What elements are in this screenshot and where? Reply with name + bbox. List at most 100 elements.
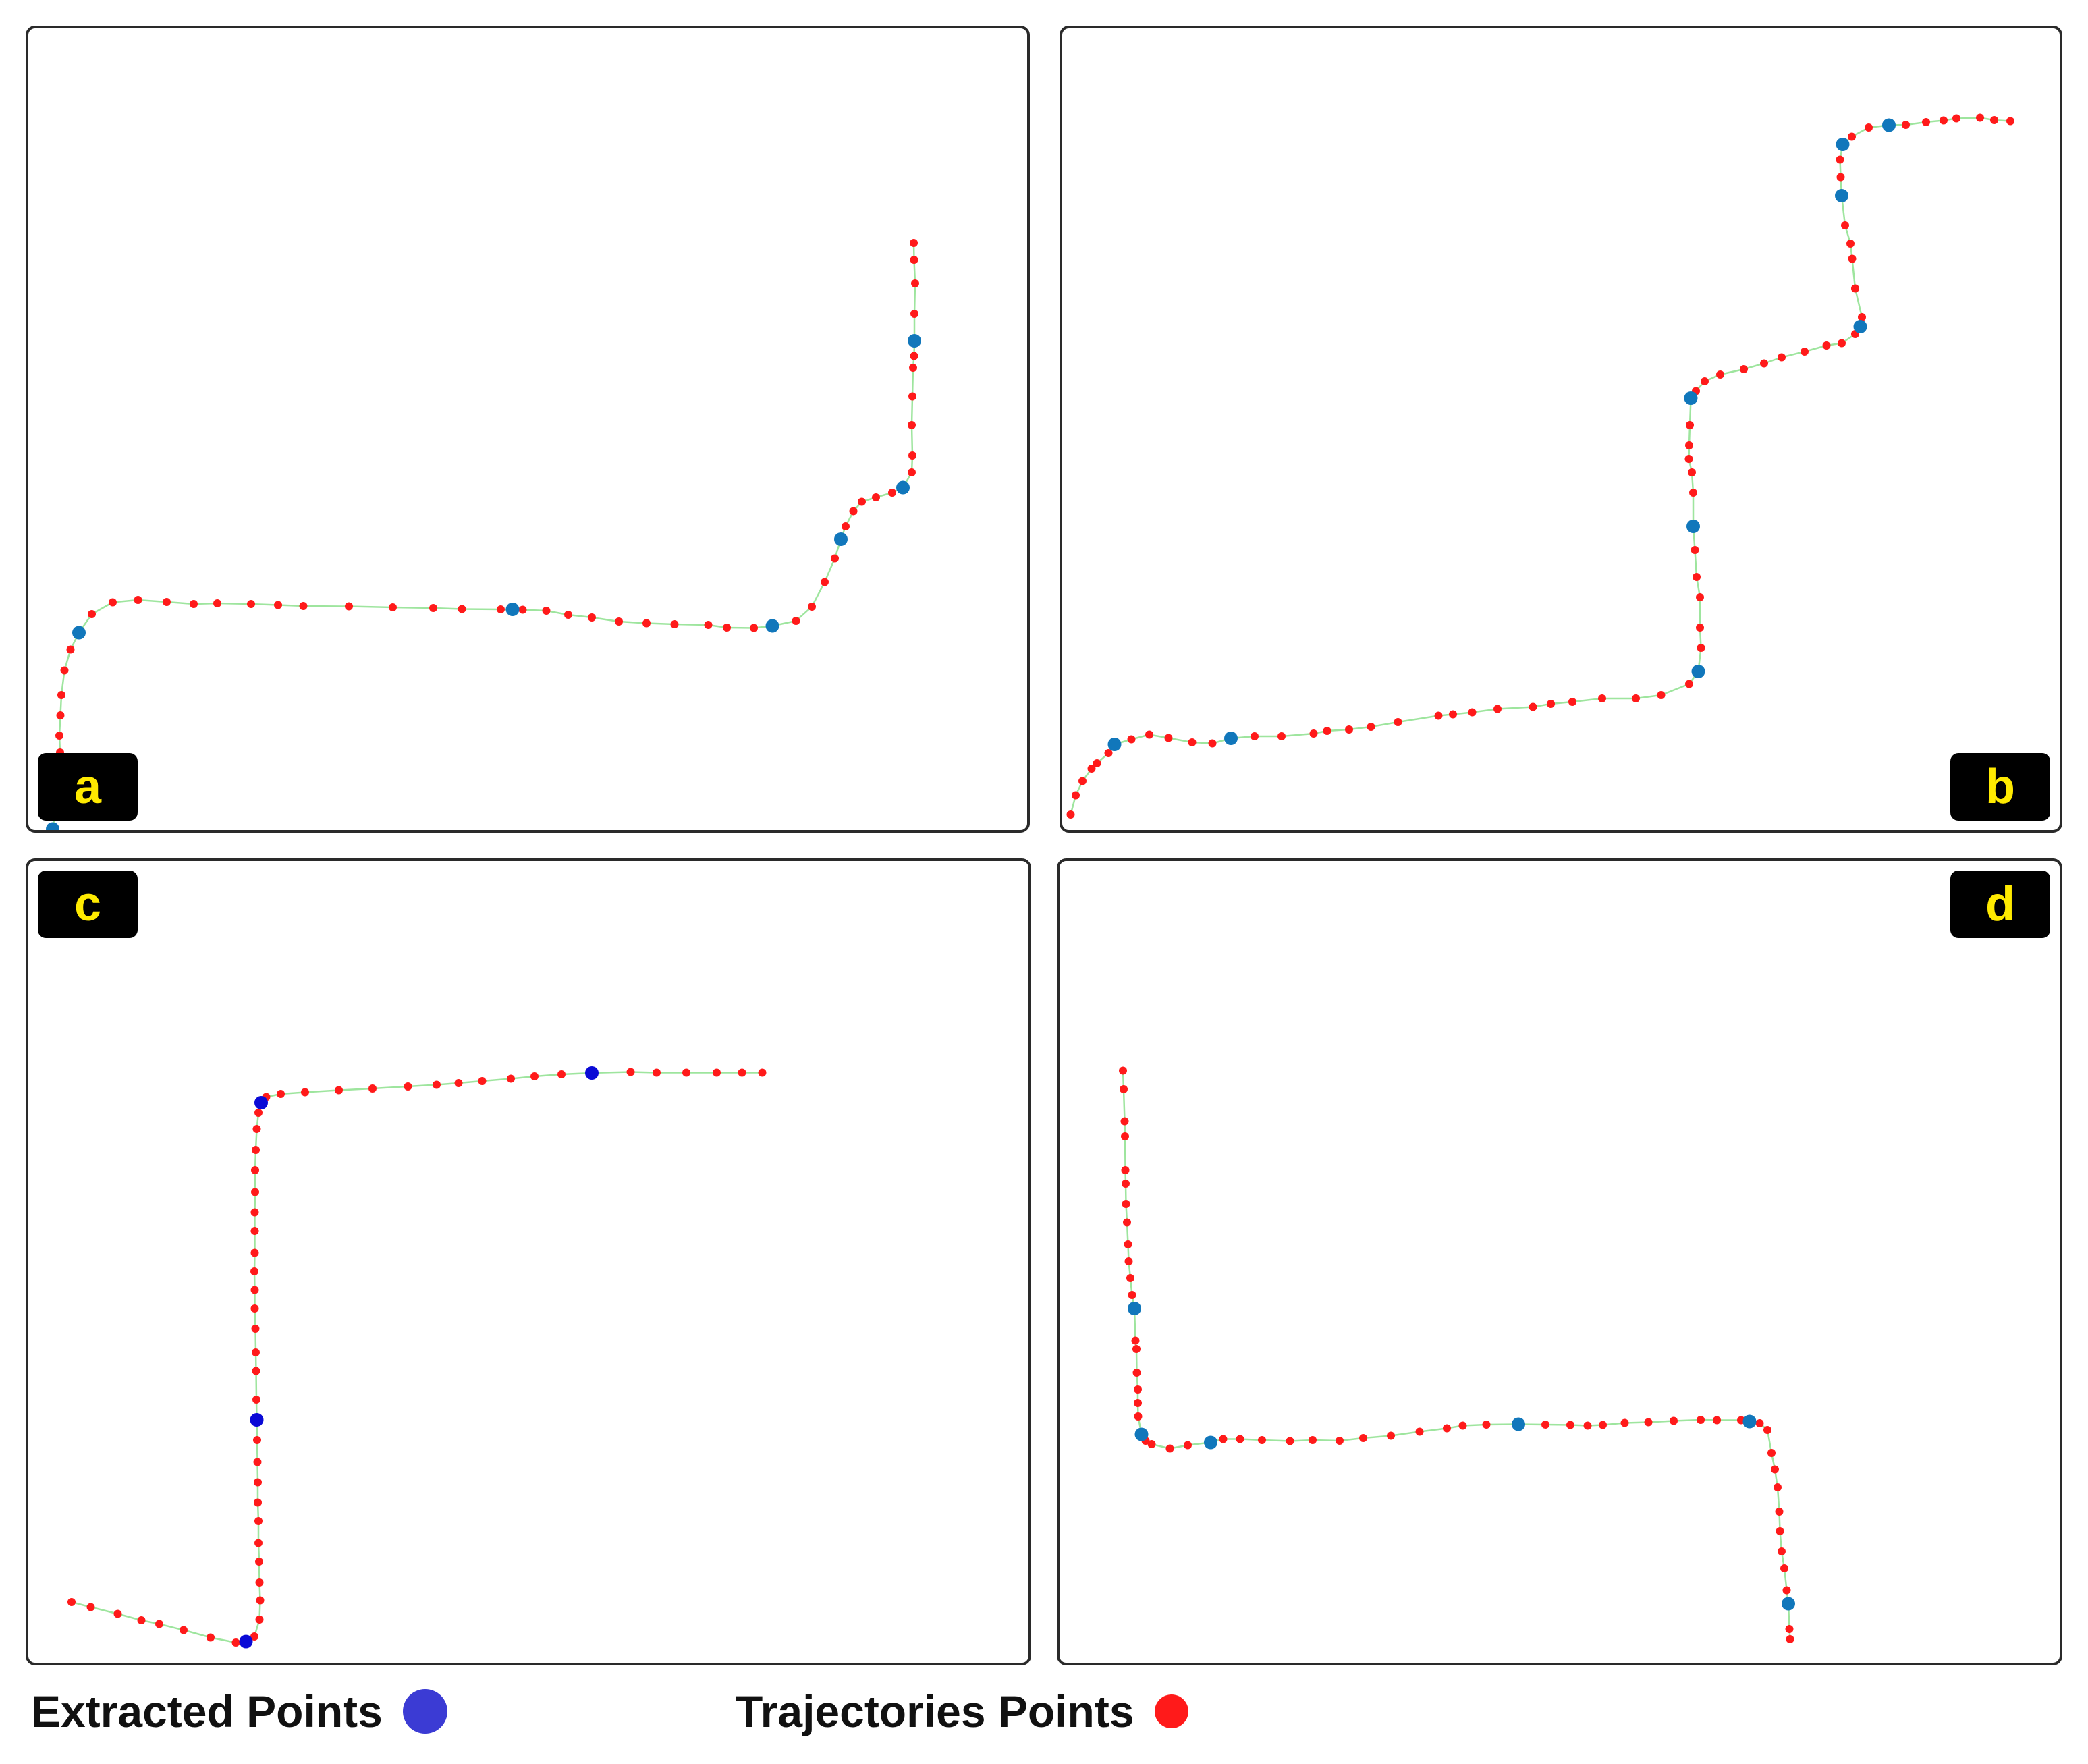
panel-label-d: d: [1950, 871, 2050, 938]
trajectory-point-a-49: [908, 451, 916, 460]
trajectory-point-c-34: [252, 1125, 261, 1133]
extracted-point-b-7: [1836, 138, 1850, 151]
trajectory-point-b-11: [1208, 739, 1217, 748]
trajectory-point-d-8: [1124, 1240, 1132, 1248]
trajectory-point-c-9: [250, 1632, 258, 1641]
extracted-point-c-1: [250, 1413, 264, 1427]
extracted-point-c-3: [585, 1066, 599, 1080]
extracted-point-d-1: [1134, 1427, 1149, 1441]
trajectory-point-d-32: [1387, 1431, 1395, 1440]
trajectory-point-b-58: [1846, 240, 1855, 248]
trajectory-point-a-9: [60, 666, 69, 675]
trajectory-point-b-16: [1323, 727, 1331, 735]
trajectory-point-b-39: [1688, 468, 1696, 476]
trajectory-point-b-47: [1740, 365, 1748, 373]
trajectory-point-a-31: [642, 619, 651, 628]
trajectory-point-b-2: [1078, 777, 1087, 785]
extracted-point-b-5: [1853, 320, 1867, 333]
trajectory-point-c-14: [254, 1539, 263, 1547]
trajectory-point-c-24: [251, 1325, 260, 1333]
trajectory-point-a-28: [564, 611, 572, 619]
trajectory-point-b-19: [1394, 718, 1402, 726]
trajectory-point-b-8: [1145, 730, 1153, 739]
trajectory-point-c-21: [252, 1396, 260, 1404]
legend-trajectory-label: Trajectories Points: [736, 1686, 1134, 1736]
trajectory-point-d-25: [1219, 1435, 1228, 1443]
trajectory-point-c-5: [180, 1626, 188, 1634]
trajectory-point-d-7: [1123, 1218, 1131, 1227]
trajectory-point-c-50: [626, 1068, 635, 1076]
trajectory-point-b-25: [1547, 700, 1555, 708]
trajectory-point-c-38: [277, 1090, 285, 1098]
trajectory-point-c-3: [137, 1616, 146, 1624]
trajectory-point-b-13: [1251, 732, 1259, 740]
trajectory-point-a-56: [911, 279, 919, 287]
trajectory-point-c-32: [251, 1166, 259, 1174]
trajectory-point-a-25: [497, 605, 505, 613]
trajectory-point-d-21: [1147, 1440, 1156, 1448]
trajectory-point-c-29: [250, 1227, 259, 1235]
trajectory-point-d-57: [1780, 1564, 1788, 1572]
trajectory-point-a-14: [134, 596, 142, 604]
trajectory-panel-d: d: [1057, 858, 2062, 1665]
trajectory-point-c-55: [758, 1068, 767, 1077]
trajectory-point-a-46: [888, 489, 896, 497]
trajectory-point-b-68: [1922, 118, 1930, 126]
trajectory-point-b-3: [1087, 765, 1096, 773]
trajectory-point-d-14: [1132, 1345, 1141, 1353]
trajectory-point-d-27: [1258, 1436, 1266, 1444]
trajectory-point-d-5: [1122, 1180, 1130, 1188]
trajectory-point-c-30: [250, 1208, 259, 1217]
trajectory-point-a-7: [56, 711, 65, 719]
trajectory-point-c-41: [368, 1084, 377, 1093]
trajectory-point-c-28: [250, 1248, 259, 1257]
trajectory-point-b-70: [1952, 114, 1960, 123]
trajectory-point-a-13: [109, 598, 117, 607]
trajectory-point-b-51: [1822, 341, 1831, 350]
trajectory-point-d-9: [1124, 1257, 1133, 1265]
trajectory-point-b-18: [1367, 723, 1375, 731]
trajectory-point-c-11: [256, 1596, 265, 1605]
extracted-point-d-3: [1512, 1417, 1525, 1431]
trajectory-point-c-52: [682, 1068, 690, 1077]
extracted-point-a-3: [765, 619, 779, 633]
trajectory-point-c-7: [231, 1638, 240, 1647]
trajectory-point-b-33: [1696, 624, 1704, 632]
trajectory-point-a-29: [588, 613, 596, 622]
trajectory-point-b-28: [1632, 694, 1640, 702]
extracted-point-a-2: [505, 603, 520, 616]
trajectory-point-b-4: [1093, 759, 1101, 767]
trajectory-point-b-57: [1848, 254, 1857, 263]
trajectory-point-b-56: [1851, 284, 1859, 293]
trajectory-point-a-8: [57, 691, 65, 699]
trajectory-point-a-58: [910, 239, 918, 247]
extracted-point-b-1: [1224, 732, 1238, 745]
trajectory-point-b-26: [1568, 698, 1576, 706]
trajectory-point-b-59: [1841, 221, 1849, 229]
trajectory-point-b-29: [1657, 691, 1666, 699]
trajectory-point-c-46: [507, 1074, 515, 1083]
trajectory-point-d-18: [1134, 1412, 1143, 1421]
trajectory-point-a-15: [163, 598, 171, 606]
trajectory-point-a-10: [66, 645, 75, 654]
trajectory-point-a-51: [908, 392, 916, 401]
trajectory-panel-b: b: [1060, 26, 2062, 833]
trajectory-point-a-20: [299, 602, 308, 610]
trajectory-point-b-9: [1164, 734, 1173, 742]
trajectory-point-c-10: [255, 1616, 264, 1624]
trajectory-point-b-64: [1848, 132, 1856, 141]
trajectory-point-c-43: [433, 1080, 441, 1089]
trajectory-point-a-55: [910, 310, 918, 318]
extracted-point-a-6: [908, 334, 921, 348]
extracted-point-b-6: [1835, 189, 1848, 202]
trajectory-point-d-35: [1458, 1421, 1467, 1430]
trajectory-point-d-40: [1583, 1421, 1592, 1430]
trajectory-point-c-39: [301, 1088, 309, 1097]
trajectory-point-b-27: [1598, 694, 1606, 702]
trajectory-plot-c: [67, 1066, 767, 1649]
panel-label-a: a: [38, 753, 138, 821]
extracted-point-b-3: [1686, 520, 1700, 533]
trajectory-point-d-6: [1122, 1200, 1130, 1208]
trajectory-point-b-65: [1865, 123, 1873, 132]
trajectory-point-d-53: [1774, 1483, 1782, 1491]
